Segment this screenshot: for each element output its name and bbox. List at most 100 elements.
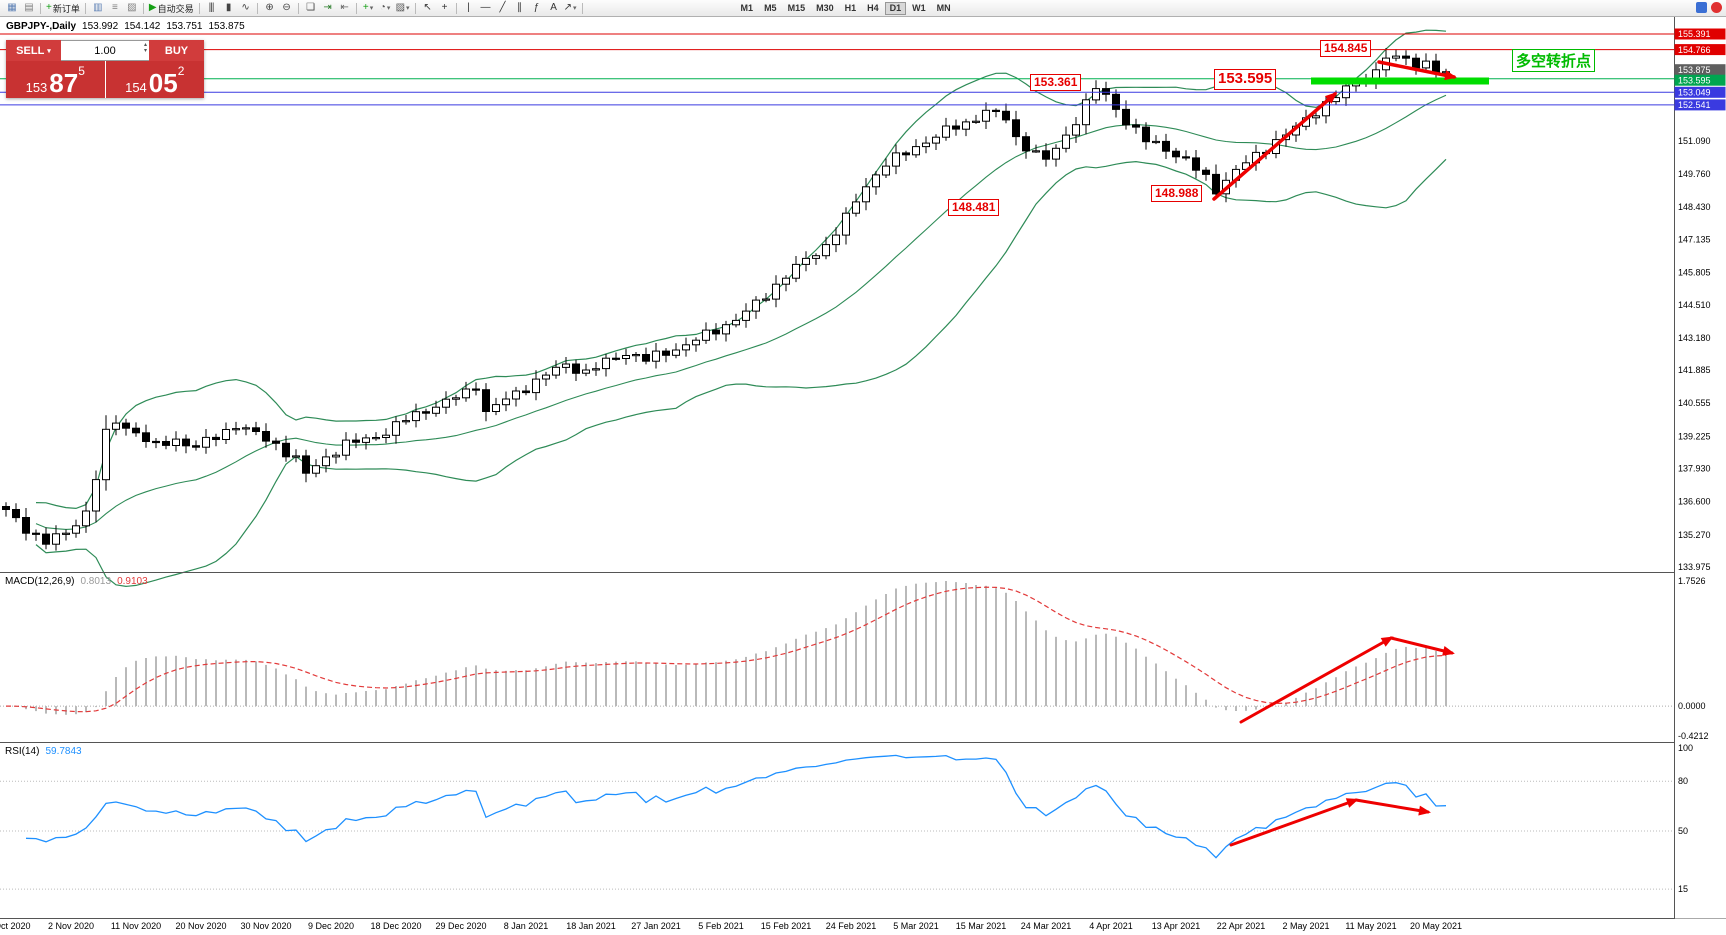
- price-axis[interactable]: 151.090 149.760 148.430 147.135 145.805 144.5…: [1674, 17, 1726, 919]
- vertical-line-icon[interactable]: |: [460, 1, 477, 16]
- bar-chart-icon[interactable]: |||: [203, 1, 220, 16]
- line-chart-icon: ∿: [241, 2, 249, 13]
- trend-arrow[interactable]: [1239, 636, 1393, 724]
- macd-signal-value: 0.9103: [117, 576, 148, 587]
- rsi-panel[interactable]: [0, 754, 1674, 890]
- cursor-icon[interactable]: ↖: [419, 1, 436, 16]
- timeframe-h4-button[interactable]: H4: [867, 3, 879, 13]
- charts-grid-icon[interactable]: ▦: [3, 1, 20, 16]
- spin-down-icon[interactable]: ▾: [143, 48, 147, 54]
- spin-up-icon[interactable]: ▴: [143, 42, 147, 48]
- depth-of-market-icon[interactable]: ≡: [106, 1, 123, 16]
- axis-label: 23 Oct 2020: [0, 921, 31, 931]
- horizontal-line-icon[interactable]: ―: [477, 1, 494, 16]
- trend-arrow[interactable]: [1389, 636, 1454, 655]
- axis-label: 5 Mar 2021: [893, 921, 939, 931]
- arrows-tool-icon[interactable]: ↗ ▾: [562, 1, 579, 16]
- buy-label: BUY: [164, 44, 189, 57]
- trend-arrow[interactable]: [1212, 92, 1337, 201]
- bollinger-lower-band: [35, 158, 1447, 588]
- chart-background[interactable]: [0, 17, 1726, 935]
- ask-big-figure: 154: [125, 80, 147, 95]
- timeframe-m5-button[interactable]: M5: [764, 3, 777, 13]
- community-icon[interactable]: [1696, 2, 1707, 13]
- timeframe-d1-button[interactable]: D1: [884, 1, 907, 15]
- timeframe-h1-button[interactable]: H1: [844, 3, 857, 13]
- tick-chart-icon[interactable]: ▤: [20, 1, 37, 16]
- ask-pipette: 2: [177, 64, 185, 78]
- axis-label: 50: [1678, 826, 1688, 836]
- chart-window-icon: ▥: [93, 2, 103, 13]
- timeframe-m30-button[interactable]: M30: [816, 3, 834, 13]
- sell-button[interactable]: SELL ▾: [6, 40, 61, 61]
- axis-label: 149.760: [1678, 169, 1711, 179]
- macd-panel[interactable]: [0, 581, 1674, 715]
- user-drawings-layer[interactable]: [1212, 60, 1489, 847]
- candlestick-chart-icon[interactable]: ▮: [220, 1, 237, 16]
- toolbar-separator: [40, 2, 41, 14]
- new-order-icon: +: [46, 2, 52, 13]
- templates-button[interactable]: ▨ ▾: [394, 1, 412, 16]
- bull-bear-turning-point-note[interactable]: 多空转折点: [1512, 49, 1596, 72]
- volume-stepper[interactable]: ▴ ▾: [144, 42, 147, 54]
- indicators-button[interactable]: + ▾: [360, 1, 377, 16]
- trend-arrow[interactable]: [1354, 798, 1430, 814]
- tile-windows-icon[interactable]: ❏: [302, 1, 319, 16]
- trend-arrow[interactable]: [1377, 60, 1456, 79]
- price-annotation-label[interactable]: 154.845: [1320, 40, 1372, 57]
- trend-arrow-head: [1444, 70, 1457, 81]
- crosshair-icon[interactable]: +: [436, 1, 453, 16]
- sell-price-button[interactable]: 153 87 5: [6, 61, 105, 98]
- price-tag-bid: [1674, 64, 1726, 76]
- periods-icon: ◔: [379, 2, 386, 13]
- axis-label: 4 Apr 2021: [1089, 921, 1133, 931]
- bollinger-upper-band: [35, 29, 1447, 510]
- trend-arrow[interactable]: [1229, 798, 1358, 847]
- equidistant-channel-icon[interactable]: ∥: [511, 1, 528, 16]
- zoom-in-icon[interactable]: ⊕: [261, 1, 278, 16]
- chevron-down-icon: ▾: [47, 47, 51, 55]
- price-annotation-label[interactable]: 153.361: [1030, 74, 1082, 91]
- autotrading-button-label: 自动交易: [157, 3, 194, 14]
- periods-button[interactable]: ◔ ▾: [377, 1, 394, 16]
- price-annotation-label[interactable]: 153.595: [1214, 69, 1277, 90]
- panel-separators[interactable]: [0, 572, 1726, 919]
- fibonacci-icon[interactable]: ƒ: [528, 1, 545, 16]
- toolbar-buttons: ▦ ▤ + 新订单 ▥ ≡ ▨ ▶ 自动交易 ||| ▮ ∿ ⊕ ⊖ ❏ ⇥ ⇤ + ▾ ◔ ▾ ▨ ▾ ↖ + | ― ╱ ∥ ƒ A ↗ ▾: [3, 0, 586, 16]
- trendline-icon[interactable]: ╱: [494, 1, 511, 16]
- axis-label: 100: [1678, 743, 1693, 753]
- timeframe-m1-button[interactable]: M1: [740, 3, 754, 13]
- axis-label: 22 Apr 2021: [1217, 921, 1266, 931]
- data-window-icon[interactable]: ▨: [123, 1, 140, 16]
- volume-input[interactable]: 1.00 ▴ ▾: [61, 40, 149, 61]
- macd-signal-line: [5, 586, 1447, 713]
- chart-window-icon[interactable]: ▥: [89, 1, 106, 16]
- price-annotation-label[interactable]: 148.988: [1151, 185, 1203, 202]
- axis-label: 153.875: [1678, 65, 1711, 75]
- buy-price-button[interactable]: 154 05 2: [105, 61, 204, 98]
- timeframe-m15-button[interactable]: M15: [787, 3, 806, 13]
- bar-chart-icon: |||: [208, 2, 215, 13]
- new-order-button[interactable]: + 新订单: [44, 1, 82, 16]
- timeframe-w1-button[interactable]: W1: [912, 3, 926, 13]
- macd-name: MACD(12,26,9): [5, 576, 75, 587]
- toolbar-separator: [455, 2, 457, 14]
- buy-button[interactable]: BUY: [149, 40, 204, 61]
- indicators-icon: +: [362, 2, 369, 13]
- timeframe-mn-button[interactable]: MN: [936, 3, 951, 13]
- zoom-out-icon[interactable]: ⊖: [278, 1, 295, 16]
- autotrading-button[interactable]: ▶ 自动交易: [147, 1, 196, 16]
- line-chart-icon[interactable]: ∿: [237, 1, 254, 16]
- equidistant-channel-icon: ∥: [517, 2, 522, 13]
- auto-scroll-icon[interactable]: ⇥: [319, 1, 336, 16]
- price-annotation-label[interactable]: 148.481: [948, 199, 1000, 216]
- text-label-icon[interactable]: A: [545, 1, 562, 16]
- time-axis[interactable]: 23 Oct 2020 2 Nov 2020 11 Nov 2020 20 Nov 2…: [0, 921, 1462, 931]
- chart-shift-icon[interactable]: ⇤: [336, 1, 353, 16]
- price-chart-panel[interactable]: [0, 29, 1674, 588]
- axis-label: 136.600: [1678, 497, 1711, 507]
- alerts-icon[interactable]: [1711, 2, 1722, 13]
- depth-of-market-icon: ≡: [111, 2, 118, 13]
- bollinger-middle-band: [35, 94, 1447, 530]
